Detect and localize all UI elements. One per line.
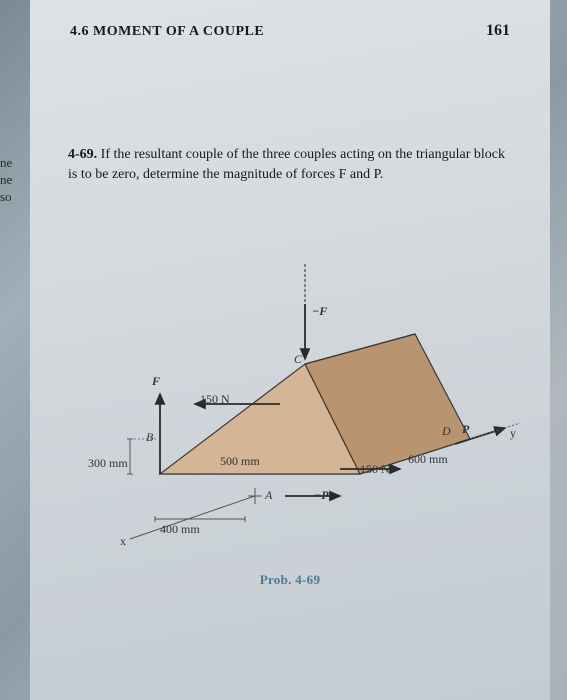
label-F: F [152,374,160,389]
cutoff-margin-text: ne ne so [0,155,12,206]
dim-600mm: 600 mm [408,452,448,467]
dim-300mm: 300 mm [88,456,128,471]
margin-frag-2: ne [0,172,12,189]
page-number: 161 [486,22,510,40]
label-D: D [442,424,451,439]
axis-y: y [510,426,516,441]
problem-statement: 4-69. If the resultant couple of the thr… [68,145,512,184]
margin-frag-1: ne [0,155,12,172]
textbook-page: 4.6 MOMENT OF A COUPLE 161 4-69. If the … [30,0,550,700]
margin-frag-3: so [0,189,12,206]
problem-number: 4-69. [68,147,97,162]
axis-x: x [120,534,126,549]
figure-svg [60,244,520,564]
problem-text: If the resultant couple of the three cou… [68,147,505,182]
problem-block: 4-69. If the resultant couple of the thr… [60,145,520,184]
label-150N-right: 150 N [360,462,390,477]
label-minusF: −F [312,304,327,319]
label-B: B [146,430,153,445]
figure: F −F C B D P A −P 150 N 150 N 300 mm 500… [60,244,520,564]
dim-400mm: 400 mm [160,522,200,537]
label-C: C [294,352,302,367]
label-P: P [462,422,469,437]
figure-caption: Prob. 4-69 [60,572,520,588]
page-header: 4.6 MOMENT OF A COUPLE 161 [60,22,520,40]
dim-500mm: 500 mm [220,454,260,469]
section-title: 4.6 MOMENT OF A COUPLE [70,24,264,40]
label-A: A [265,488,272,503]
label-150N-left: 150 N [200,392,230,407]
label-minusP: −P [314,488,329,503]
